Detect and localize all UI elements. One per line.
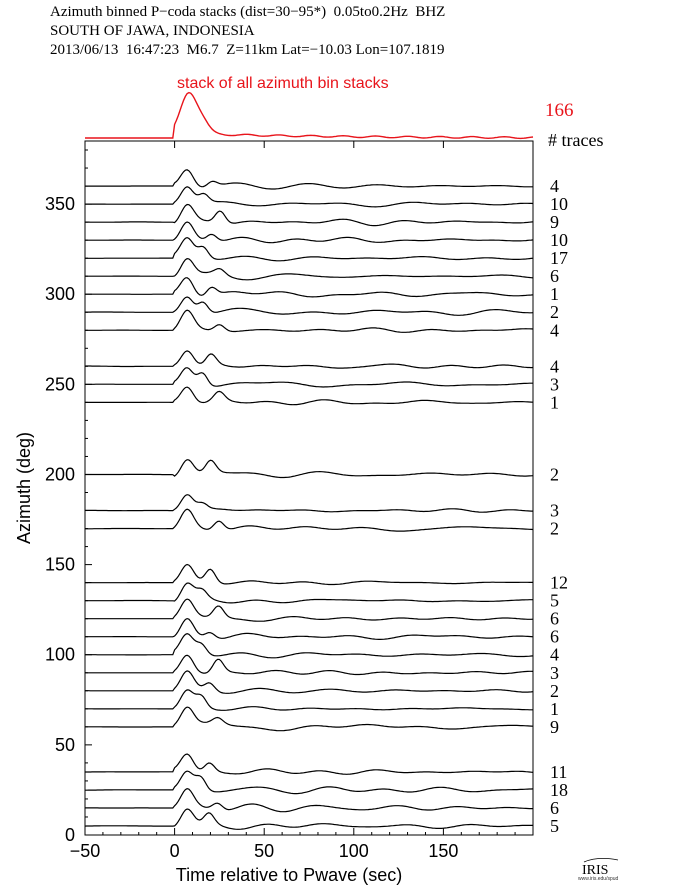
trace-line bbox=[85, 459, 534, 479]
svg-text:IRIS: IRIS bbox=[582, 863, 608, 878]
trace-line bbox=[85, 706, 534, 732]
trace-line bbox=[85, 563, 533, 586]
trace-count-label: 1 bbox=[550, 392, 559, 412]
trace-count-label: 10 bbox=[550, 230, 568, 250]
stack-trace-line bbox=[85, 91, 534, 140]
x-tick-label: 150 bbox=[428, 841, 458, 861]
trace-line bbox=[84, 808, 533, 830]
y-tick-label: 250 bbox=[45, 374, 75, 394]
trace-count-label: 4 bbox=[550, 176, 559, 196]
y-tick-label: 150 bbox=[45, 555, 75, 575]
trace-count-label: 5 bbox=[550, 816, 559, 836]
trace-count-label: 4 bbox=[550, 645, 559, 665]
trace-count-label: 2 bbox=[550, 302, 559, 322]
traces-column-label: # traces bbox=[548, 130, 603, 150]
trace-line bbox=[85, 203, 534, 227]
header-line-1: Azimuth binned P−coda stacks (dist=30−95… bbox=[50, 4, 446, 20]
trace-line bbox=[85, 617, 534, 640]
y-tick-label: 200 bbox=[45, 464, 75, 484]
trace-count-label: 3 bbox=[550, 663, 559, 683]
trace-line bbox=[85, 386, 534, 406]
trace-count-label: 3 bbox=[550, 501, 559, 521]
header-line-3: 2013/06/13 16:47:23 M6.7 Z=11km Lat=−10.… bbox=[50, 42, 445, 58]
trace-count-label: 6 bbox=[550, 627, 559, 647]
trace-line bbox=[85, 236, 534, 262]
x-tick-label: 0 bbox=[170, 841, 180, 861]
trace-count-label: 10 bbox=[550, 194, 568, 214]
trace-line bbox=[85, 309, 534, 333]
y-axis-label: Azimuth (deg) bbox=[14, 432, 34, 544]
trace-line bbox=[85, 770, 534, 795]
trace-count-label: 9 bbox=[550, 717, 559, 737]
stack-title: stack of all azimuth bin stacks bbox=[177, 75, 389, 92]
trace-line bbox=[85, 494, 533, 513]
trace-line bbox=[85, 186, 534, 208]
trace-count-label: 4 bbox=[550, 320, 559, 340]
trace-count-label: 17 bbox=[550, 248, 568, 268]
trace-line bbox=[85, 277, 534, 298]
trace-line bbox=[85, 221, 534, 244]
y-tick-label: 50 bbox=[55, 735, 75, 755]
y-tick-label: 100 bbox=[45, 645, 75, 665]
plot-frame bbox=[84, 140, 534, 836]
trace-line bbox=[85, 367, 533, 388]
trace-line bbox=[85, 582, 533, 604]
trace-line bbox=[85, 753, 534, 775]
trace-count-label: 6 bbox=[550, 798, 559, 818]
trace-line bbox=[85, 689, 533, 711]
logo-url: www.iris.edu/spud bbox=[578, 876, 619, 882]
trace-count-label: 11 bbox=[550, 762, 567, 782]
trace-count-label: 18 bbox=[550, 780, 568, 800]
trace-count-label: 2 bbox=[550, 464, 559, 484]
trace-line bbox=[85, 257, 534, 281]
trace-line bbox=[85, 296, 534, 316]
trace-count-label: 1 bbox=[550, 699, 559, 719]
stack-trace-count: 166 bbox=[545, 100, 574, 121]
trace-count-label: 2 bbox=[550, 519, 559, 539]
trace-line bbox=[85, 670, 534, 694]
trace-count-label: 12 bbox=[550, 573, 568, 593]
trace-line bbox=[85, 169, 533, 190]
trace-line bbox=[84, 350, 534, 369]
y-tick-label: 0 bbox=[65, 825, 75, 845]
trace-line bbox=[85, 598, 534, 622]
trace-count-label: 3 bbox=[550, 374, 559, 394]
iris-logo: IRIS bbox=[582, 858, 619, 878]
trace-count-label: 4 bbox=[550, 356, 559, 376]
trace-count-label: 9 bbox=[550, 212, 559, 232]
trace-count-label: 6 bbox=[550, 609, 559, 629]
header-line-2: SOUTH OF JAWA, INDONESIA bbox=[50, 23, 255, 39]
trace-count-label: 6 bbox=[550, 266, 559, 286]
trace-count-label: 5 bbox=[550, 591, 559, 611]
y-tick-label: 350 bbox=[45, 194, 75, 214]
y-tick-label: 300 bbox=[45, 284, 75, 304]
trace-line bbox=[85, 788, 533, 813]
x-tick-label: 100 bbox=[339, 841, 369, 861]
trace-line bbox=[84, 654, 534, 676]
x-tick-label: −50 bbox=[70, 841, 101, 861]
trace-line bbox=[85, 508, 534, 532]
trace-count-label: 2 bbox=[550, 681, 559, 701]
x-tick-label: 50 bbox=[254, 841, 274, 861]
trace-count-label: 1 bbox=[550, 284, 559, 304]
trace-line bbox=[85, 633, 534, 659]
x-axis-label: Time relative to Pwave (sec) bbox=[176, 865, 402, 885]
